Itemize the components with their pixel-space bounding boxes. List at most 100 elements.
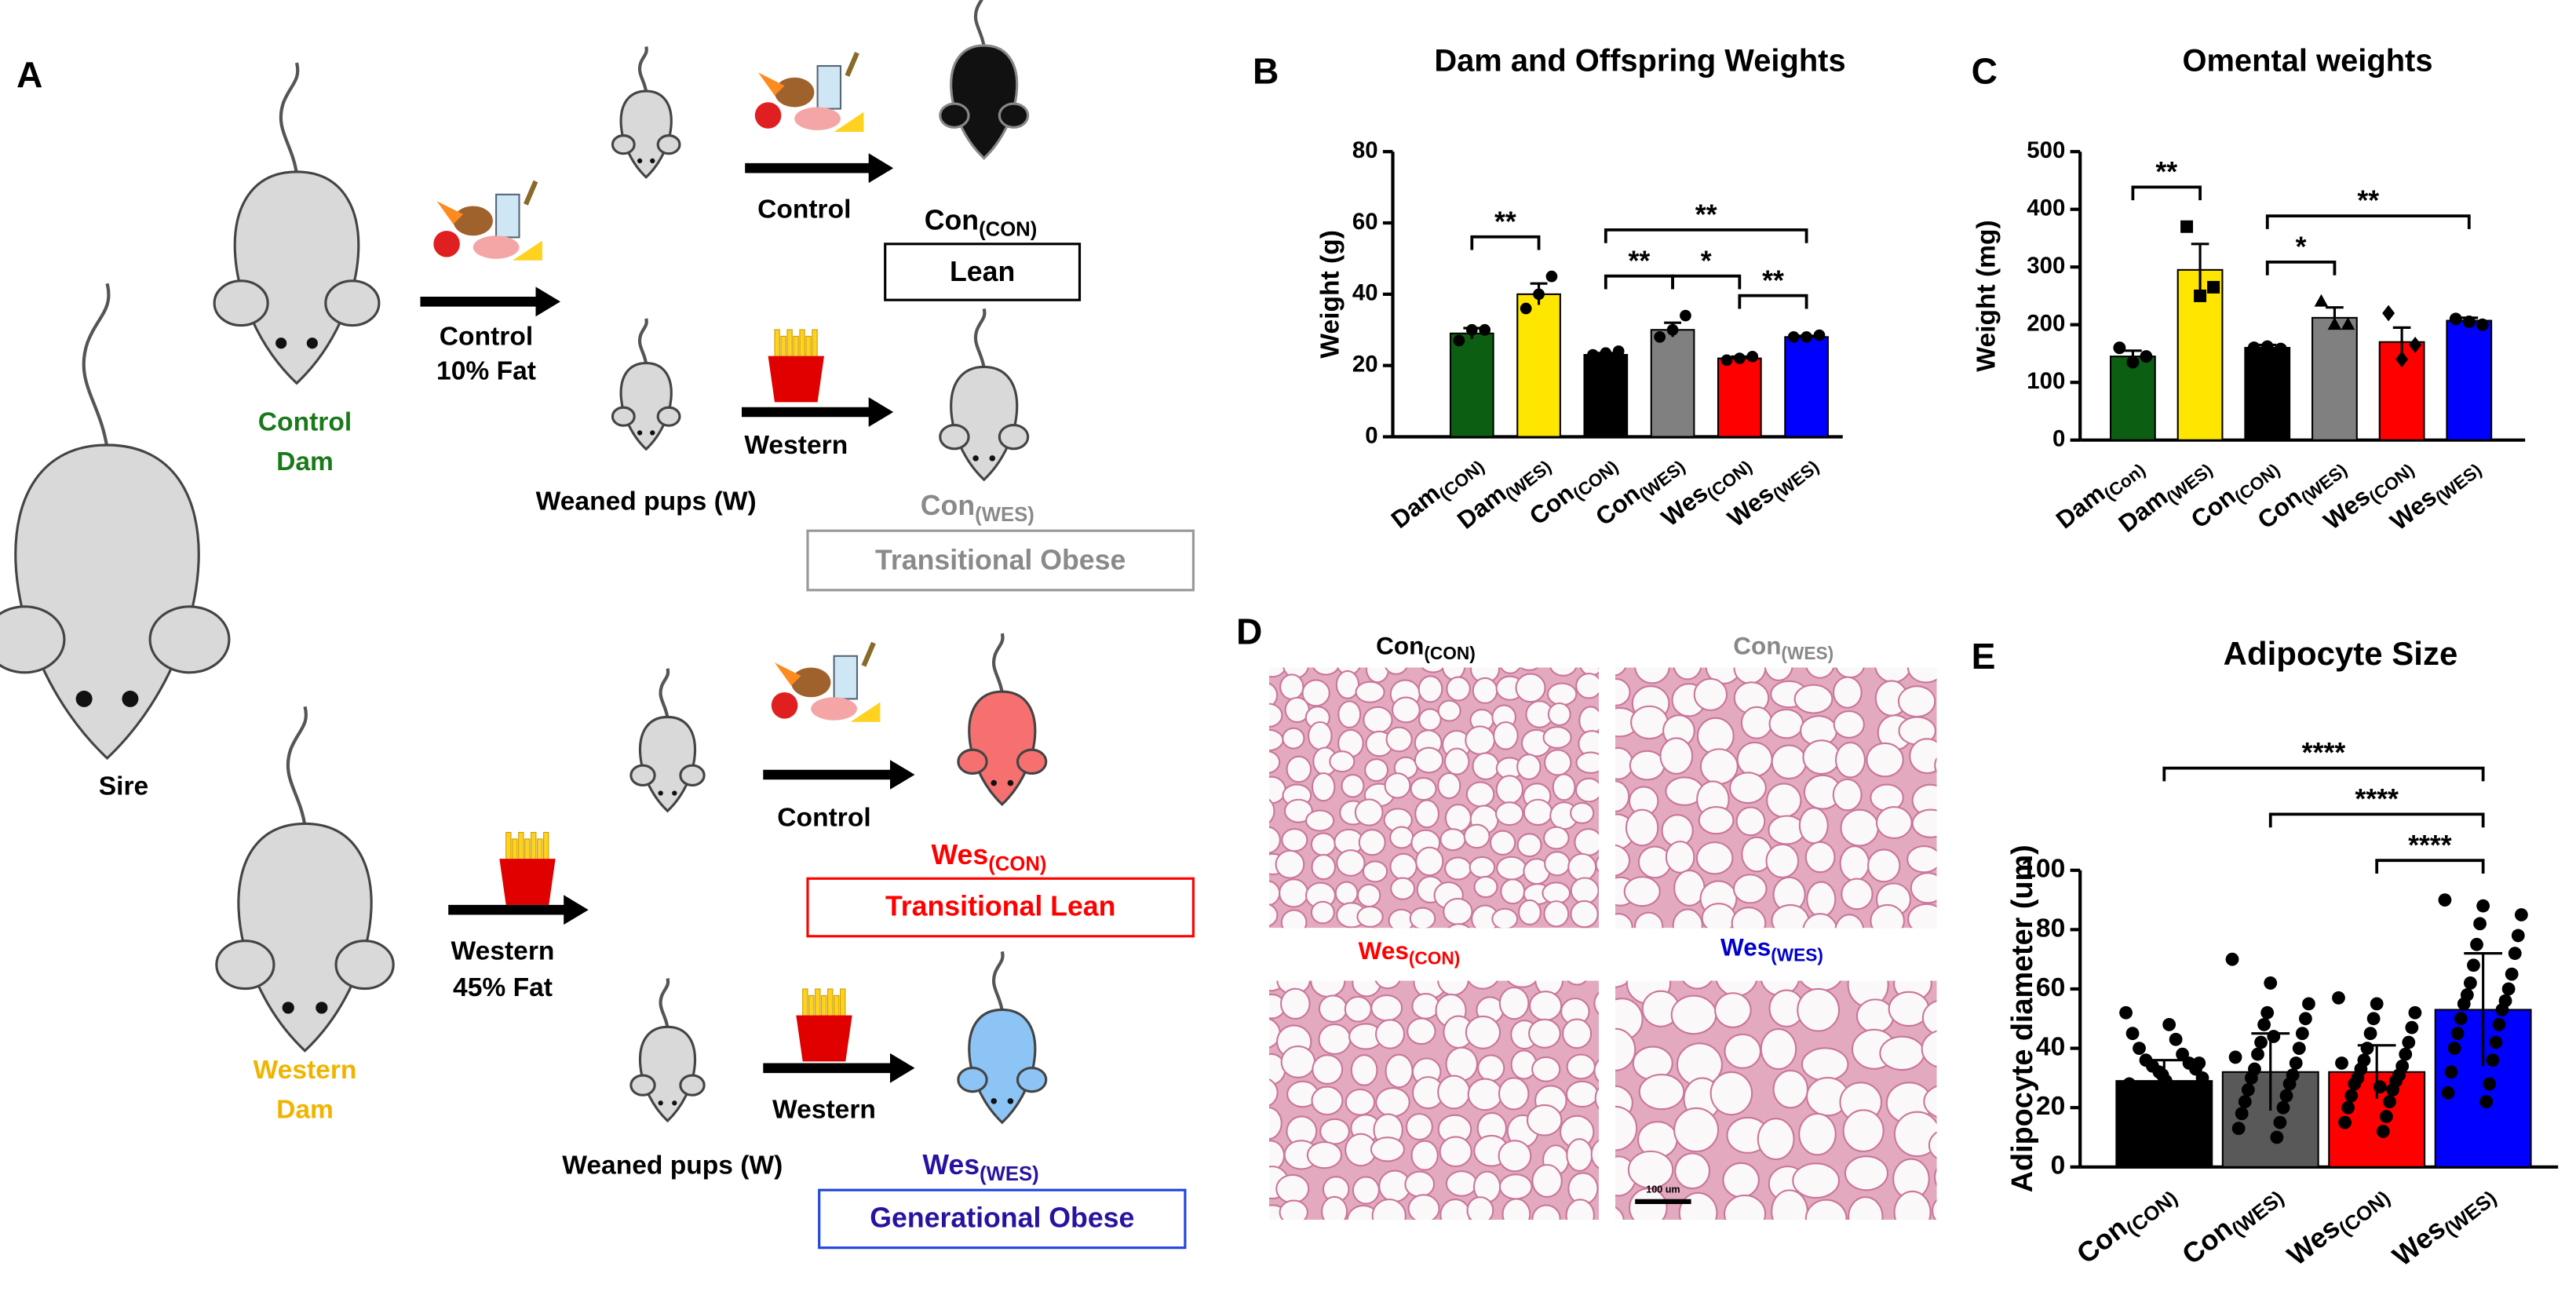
tissue-cell	[1673, 667, 1702, 681]
tissue-cell	[1934, 757, 1937, 774]
tissue-cell	[1523, 629, 1547, 651]
mouse-ear	[213, 279, 269, 327]
tissue-cell	[1565, 1080, 1599, 1108]
fries-icon	[796, 988, 852, 1062]
tissue-cell	[1407, 1194, 1440, 1220]
tissue-cell	[1921, 1030, 1937, 1068]
chart-title: Omental weights	[2182, 43, 2432, 78]
tissue-cell	[1842, 1109, 1885, 1153]
tissue-cell	[1615, 1105, 1638, 1151]
tissue-cell	[1281, 828, 1308, 852]
mouse-ear	[0, 605, 66, 674]
tissue-cell	[1698, 806, 1735, 835]
tissue-cell	[1391, 696, 1421, 724]
data-point	[2292, 1042, 2306, 1055]
tissue-cell	[1932, 1199, 1937, 1220]
mouse-ear	[324, 279, 381, 327]
data-point	[2260, 340, 2274, 353]
tissue-cell	[1566, 1053, 1596, 1080]
tissue-cell	[1659, 737, 1694, 775]
mouse-eye	[991, 1098, 997, 1104]
tissue-cell	[1414, 799, 1440, 829]
tissue-cell	[1574, 828, 1599, 856]
mouse-ear	[957, 1066, 988, 1093]
mouse	[0, 283, 231, 761]
tissue-cell	[1498, 987, 1530, 1020]
data-point	[1746, 350, 1759, 363]
food-icon	[771, 641, 881, 722]
tissue-cell	[1835, 667, 1865, 679]
data-point	[1600, 347, 1612, 359]
tissue-cell	[1410, 777, 1437, 801]
tissue-cell	[1341, 774, 1365, 798]
tissue-cell	[1950, 941, 1979, 971]
tissue-cell	[1232, 681, 1253, 709]
tissue-cell	[1301, 679, 1330, 707]
y-tick-label: 80	[1352, 137, 1378, 163]
data-point	[2379, 1110, 2393, 1123]
tissue-cell	[1519, 930, 1541, 953]
y-tick-label: 60	[2036, 973, 2065, 1002]
tissue-cell	[1832, 676, 1863, 709]
group-label: Wes(CON)	[932, 839, 1047, 874]
group-label: Con(WES)	[921, 490, 1034, 525]
data-point	[2514, 908, 2528, 921]
data-point	[2192, 1056, 2206, 1070]
mouse-tail	[992, 633, 1005, 694]
tissue-cell	[1437, 772, 1461, 800]
tissue-cell	[1603, 929, 1633, 958]
data-point	[1545, 270, 1558, 283]
tissue-cell	[1678, 1191, 1718, 1220]
bar	[1784, 336, 1829, 438]
tissue-cell	[1437, 1075, 1471, 1110]
tissue-cell	[1867, 848, 1901, 883]
diet-label: Control	[757, 195, 851, 224]
tissue-cell	[1345, 1088, 1376, 1116]
tissue-cell	[1534, 980, 1564, 997]
tissue-cell	[1472, 677, 1498, 704]
tissue-cell	[1217, 1056, 1244, 1079]
tissue-cell	[1906, 667, 1937, 684]
data-point	[2386, 1083, 2399, 1096]
tissue-cell	[1601, 937, 1633, 972]
phenotype-label: Transitional Obese	[875, 545, 1126, 576]
significance-label: ****	[2302, 737, 2346, 768]
dam-label: Dam	[276, 1095, 334, 1124]
diet-label: 10% Fat	[436, 356, 536, 385]
histology-label: Con(CON)	[1376, 632, 1476, 663]
tissue-cell	[1638, 1074, 1685, 1111]
tissue-cell	[1465, 781, 1495, 808]
data-point	[2344, 1089, 2359, 1103]
tissue-cell	[1531, 1204, 1561, 1220]
mouse-ear	[939, 423, 970, 451]
arrow-head	[868, 397, 894, 427]
tissue-cell	[1910, 872, 1937, 904]
tissue-cell	[1216, 1207, 1246, 1234]
data-point	[2462, 316, 2476, 329]
data-point	[2438, 893, 2452, 907]
arrow-head	[890, 760, 915, 790]
data-point	[1680, 309, 1691, 322]
histology-label: Wes(WES)	[1720, 933, 1823, 965]
tissue-cell	[1226, 1235, 1255, 1262]
panel-label: C	[1972, 51, 1998, 92]
tissue-cell	[1797, 987, 1841, 1032]
food	[775, 77, 815, 108]
tissue-cell	[1939, 679, 1972, 706]
data-point	[1587, 348, 1599, 361]
tissue-cell	[1312, 1054, 1344, 1085]
tissue-cell	[1939, 711, 1975, 744]
panel-label: D	[1236, 611, 1262, 652]
data-point	[1787, 330, 1800, 343]
data-point	[2332, 991, 2345, 1005]
tissue-cell	[1533, 1235, 1565, 1264]
tissue-cell	[1639, 617, 1668, 648]
tissue-cell	[1554, 1244, 1589, 1279]
tissue-cell	[1615, 677, 1631, 706]
mouse-eye	[637, 158, 643, 164]
data-point	[2113, 341, 2126, 355]
panel-label: E	[1972, 636, 1996, 677]
tissue-cell	[1633, 911, 1664, 929]
tissue-cell	[1415, 846, 1444, 877]
tissue-cell	[1760, 1027, 1797, 1071]
